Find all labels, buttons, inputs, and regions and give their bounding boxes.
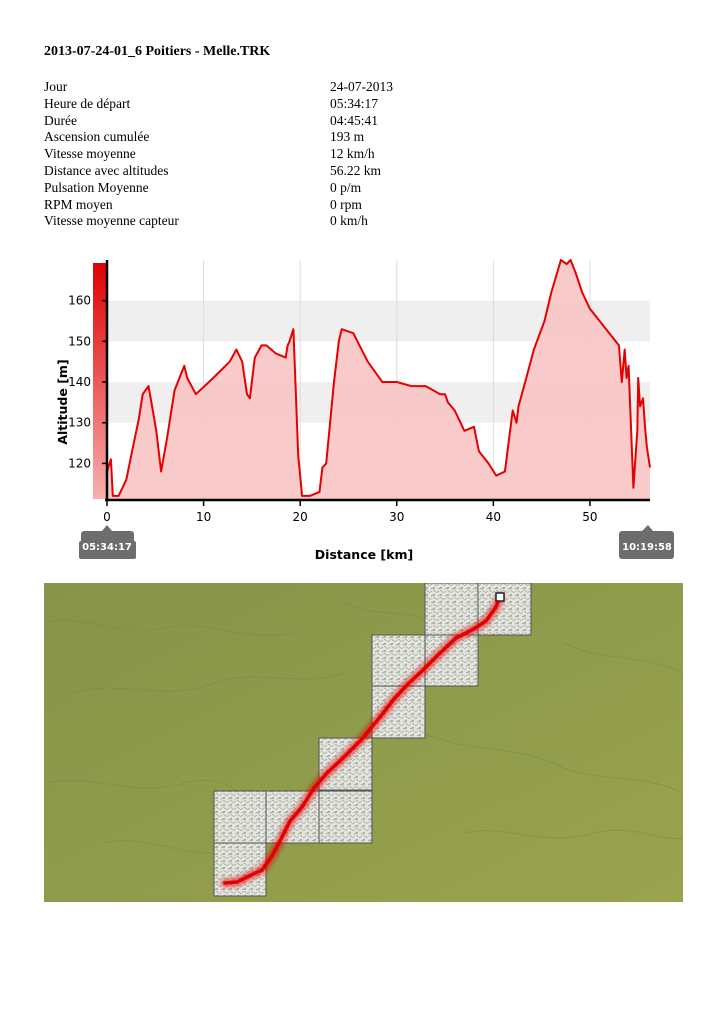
route-map: [44, 583, 683, 902]
y-tick-label: 160: [68, 294, 91, 308]
altitude-series-line: [106, 259, 651, 497]
y-tick-label: 140: [68, 375, 91, 389]
end-time-badge: 10:19:58: [619, 525, 674, 559]
start-time-badge: 05:34:17: [79, 525, 136, 559]
y-tick-label: 120: [68, 456, 91, 470]
stat-value: 12 km/h: [330, 146, 375, 162]
stat-row-pulsation: Pulsation Moyenne 0 p/m: [44, 180, 444, 197]
map-tiles: [213, 583, 532, 897]
x-tick-label: 30: [389, 510, 404, 524]
stat-label: Heure de départ: [44, 95, 131, 111]
altitude-chart-svg: 120 130 140 150 160 0 10 20 30 40 50 Distance [km…: [55, 259, 674, 562]
stat-value: 05:34:17: [330, 95, 379, 111]
stat-row-ascension: Ascension cumulée 193 m: [44, 129, 444, 146]
stat-label: Vitesse moyenne: [44, 146, 136, 162]
stat-value: 0 p/m: [330, 179, 362, 195]
x-axis-label: Distance [km]: [315, 547, 413, 562]
stat-row-vitesse-capteur: Vitesse moyenne capteur 0 km/h: [44, 213, 444, 230]
document-title: 2013-07-24-01_6 Poitiers - Melle.TRK: [44, 44, 271, 59]
stats-table: Jour 24-07-2013 Heure de départ 05:34:17…: [44, 79, 444, 230]
stat-row-duree: Durée 04:45:41: [44, 113, 444, 130]
stat-label: Distance avec altitudes: [44, 162, 169, 178]
route-track: [223, 595, 502, 885]
y-tick-label: 150: [68, 334, 91, 348]
stat-value: 56.22 km: [330, 162, 382, 178]
stat-label: Ascension cumulée: [44, 129, 150, 145]
stat-value: 193 m: [330, 129, 365, 145]
stat-row-vitesse-moyenne: Vitesse moyenne 12 km/h: [44, 146, 444, 163]
stat-label: RPM moyen: [44, 196, 113, 212]
route-end-marker: [495, 592, 505, 602]
y-tick-label: 130: [68, 416, 91, 430]
x-tick-label: 50: [582, 510, 597, 524]
x-tick-label: 0: [103, 510, 111, 524]
stat-label: Pulsation Moyenne: [44, 179, 149, 195]
altitude-chart: 120 130 140 150 160 0 10 20 30 40 50 Distance [km…: [44, 250, 684, 570]
altitude-area: [107, 260, 650, 500]
stat-label: Durée: [44, 112, 77, 128]
stat-label: Jour: [44, 79, 68, 94]
x-tick-label: 40: [486, 510, 501, 524]
stat-row-heure-depart: Heure de départ 05:34:17: [44, 96, 444, 113]
stat-label: Vitesse moyenne capteur: [44, 213, 179, 229]
route-map-svg: [44, 583, 683, 902]
x-tick-label: 20: [293, 510, 308, 524]
start-time-label: 05:34:17: [82, 542, 132, 553]
stat-value: 0 rpm: [330, 196, 362, 212]
stat-value: 04:45:41: [330, 112, 379, 128]
end-time-label: 10:19:58: [622, 542, 672, 553]
stat-value: 0 km/h: [330, 213, 368, 229]
stat-row-distance: Distance avec altitudes 56.22 km: [44, 163, 444, 180]
x-tick-label: 10: [196, 510, 211, 524]
stat-row-jour: Jour 24-07-2013: [44, 79, 444, 96]
y-axis-ticks: 120 130 140 150 160: [68, 294, 107, 470]
x-axis-ticks: 0 10 20 30 40 50: [103, 500, 598, 524]
stat-row-rpm: RPM moyen 0 rpm: [44, 197, 444, 214]
stat-value: 24-07-2013: [330, 79, 393, 94]
altitude-color-scale: [93, 263, 106, 499]
y-axis-label: Altitude [m]: [55, 359, 70, 444]
